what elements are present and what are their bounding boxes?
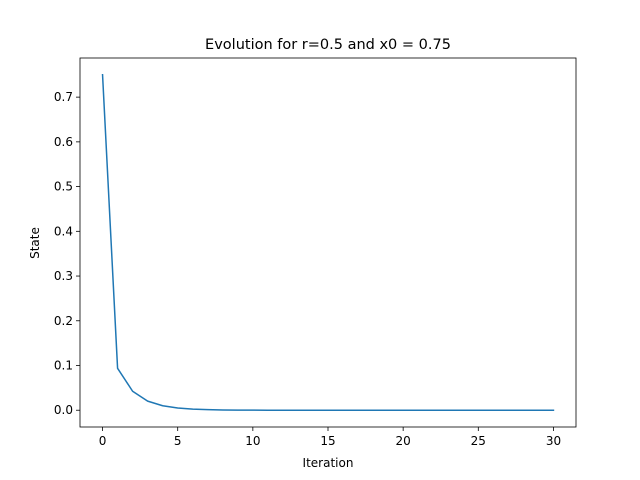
chart-title: Evolution for r=0.5 and x0 = 0.75 — [205, 37, 451, 53]
x-tick-label: 30 — [546, 434, 561, 448]
y-axis-ticks: 0.0 0.1 0.2 0.3 0.4 0.5 0.6 0.7 — [54, 90, 80, 417]
plot-area-frame — [79, 57, 577, 428]
y-tick-label: 0.3 — [54, 269, 73, 283]
x-tick-label: 5 — [174, 434, 182, 448]
x-tick-label: 0 — [99, 434, 107, 448]
x-tick-label: 10 — [245, 434, 260, 448]
y-tick-label: 0.5 — [54, 180, 73, 194]
x-tick-label: 25 — [471, 434, 486, 448]
x-tick-label: 20 — [396, 434, 411, 448]
y-tick-label: 0.6 — [54, 135, 73, 149]
y-tick-label: 0.2 — [54, 314, 73, 328]
x-tick-label: 15 — [320, 434, 335, 448]
y-tick-label: 0.1 — [54, 359, 73, 373]
y-tick-label: 0.4 — [54, 224, 73, 238]
x-axis-ticks: 0 5 10 15 20 25 30 — [99, 427, 561, 448]
series-line-state — [101, 73, 555, 411]
x-axis-label: Iteration — [303, 456, 354, 470]
y-tick-label: 0.0 — [54, 403, 73, 417]
series-layer — [101, 73, 555, 411]
y-axis-label: State — [28, 227, 42, 259]
y-tick-label: 0.7 — [54, 90, 73, 104]
